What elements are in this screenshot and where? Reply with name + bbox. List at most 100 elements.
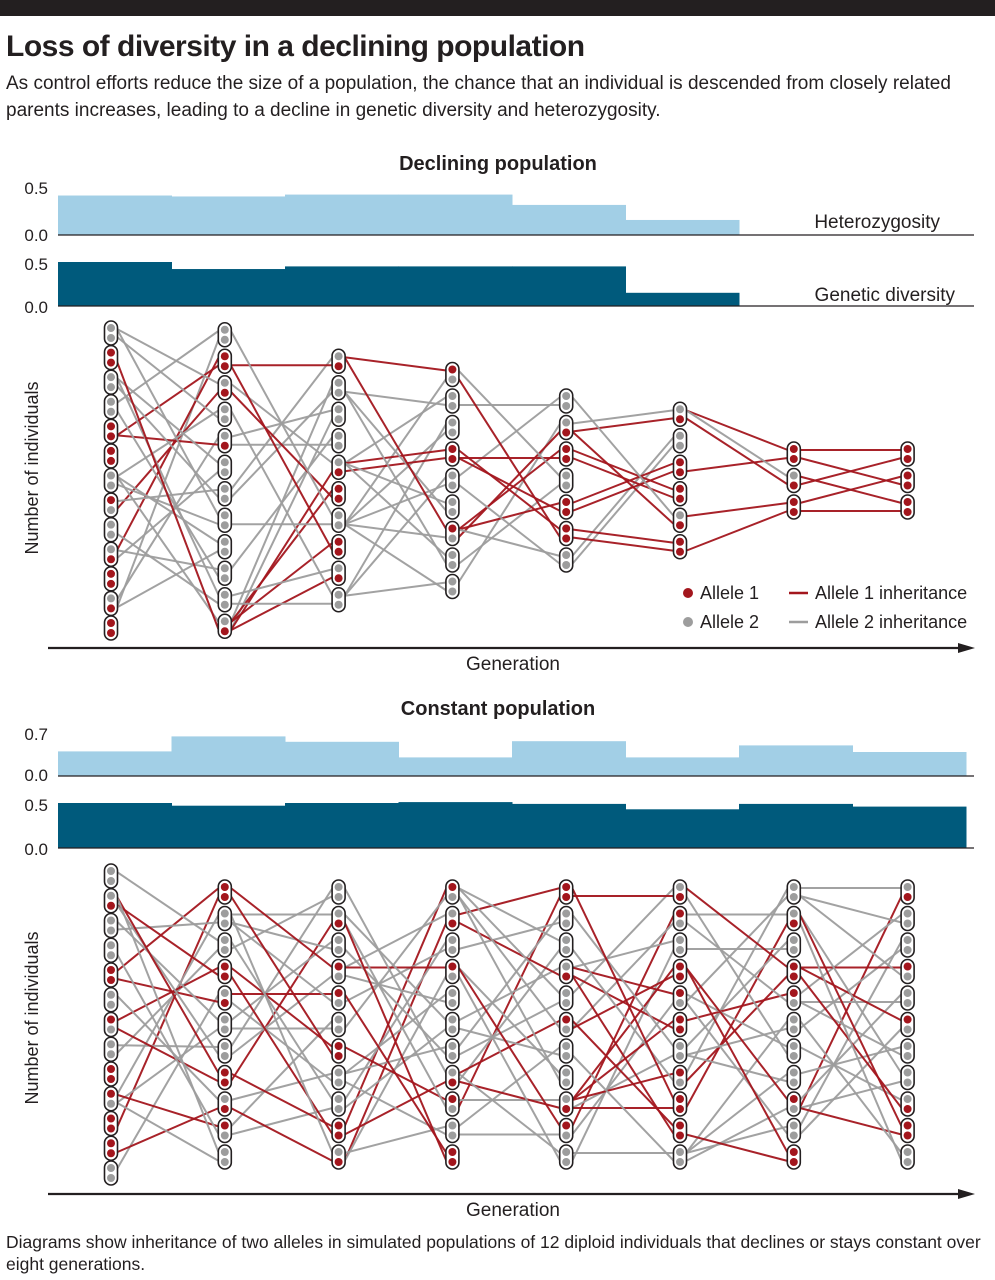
constant-allele-dot [903,883,912,891]
declining-inheritance-line [457,483,561,565]
constant-allele-dot [107,916,115,925]
constant-allele-dot [334,1158,343,1166]
constant-inheritance-line [230,1072,333,1101]
constant-allele-dot [220,972,229,981]
declining-inheritance-line [229,409,334,597]
constant-allele-dot [448,1015,457,1024]
declining-allele-dot [107,471,115,480]
constant-inheritance-line [571,913,675,1048]
constant-allele-dot [789,1131,798,1140]
declining-gd-bar-2 [171,269,286,306]
declining-allele-dot [448,445,457,453]
declining-allele-dot [789,471,798,480]
declining-inheritance-line [116,336,220,420]
page-subtitle: As control efforts reduce the size of a … [6,73,951,121]
constant-allele-dot [334,1025,343,1034]
constant-allele-dot [562,909,571,918]
declining-allele-dot [334,441,343,450]
declining-allele-dot [676,494,684,503]
constant-allele-dot [334,1042,343,1050]
declining-inheritance-line [230,568,333,597]
constant-inheritance-line [343,993,448,1154]
constant-allele-dot [334,1015,343,1024]
constant-inheritance-line [116,1027,220,1104]
declining-inheritance-line [457,449,561,531]
declining-allele-dot [676,521,684,530]
constant-allele-dot [789,893,798,901]
declining-inheritance-line [571,449,675,491]
declining-allele-dot [107,422,115,431]
constant-allele-dot [220,1015,229,1024]
declining-allele-dot [562,508,571,516]
constant-inheritance-line [116,914,220,1096]
constant-het-bar-1 [58,751,172,776]
constant-inheritance-line [799,948,903,1030]
declining-allele-dot [334,547,343,556]
constant-allele-dot [789,1105,798,1113]
constant-allele-dot [903,999,912,1007]
constant-allele-dot [789,1015,798,1024]
constant-allele-dot [107,877,115,885]
declining-links [116,328,902,632]
constant-allele-dot [448,962,457,971]
constant-inheritance-line [571,1072,675,1101]
constant-allele-dot [562,1131,571,1140]
constant-inheritance-line [685,974,789,1083]
constant-inheritance-line [343,922,448,1162]
constant-links [116,871,903,1170]
declining-allele-dot [903,455,912,463]
constant-allele-dot [220,1068,229,1077]
declining-het-ytick-max: 0.5 [24,179,48,198]
declining-inheritance-line [571,470,675,512]
constant-allele-dot [107,1099,115,1108]
constant-allele-dot [448,1042,457,1050]
constant-allele-dot [220,962,229,971]
declining-allele-dot [562,481,571,490]
declining-inheritance-line [571,430,675,525]
constant-inheritance-line [116,1107,220,1154]
constant-allele-dot [107,1000,115,1009]
constant-gd-bar-1 [58,803,172,848]
declining-inheritance-line [116,361,220,631]
declining-allele-dot [220,441,229,450]
constant-inheritance-line [798,914,903,1127]
constant-allele-dot [562,1105,571,1113]
constant-allele-dot [562,1025,571,1034]
constant-allele-dot [220,1131,229,1140]
declining-inheritance-line [457,377,562,539]
constant-allele-dot [107,1065,115,1073]
legend-allele2-line-text: Allele 2 inheritance [815,612,967,632]
constant-inheritance-line [685,1001,789,1136]
constant-allele-dot [220,936,229,944]
constant-allele-dot [676,883,684,891]
top-rule [0,0,995,16]
declining-allele-dot [903,471,912,480]
declining-allele-dot [562,402,571,410]
constant-allele-dot [448,909,457,918]
declining-allele-dot [334,590,343,599]
declining-allele-dot [107,334,115,342]
declining-allele-dot [107,520,115,529]
constant-inheritance-line [685,1125,789,1154]
declining-inheritance-line [685,510,789,552]
declining-allele-dot [334,405,343,414]
constant-allele-dot [334,989,343,997]
constant-inheritance-line [799,895,903,977]
constant-allele-dot [676,1158,684,1166]
declining-allele-dot [220,468,229,477]
declining-allele-dot [448,498,457,506]
declining-allele-dot [220,362,229,371]
constant-inheritance-line [343,887,448,1127]
declining-allele-dot [107,358,115,367]
constant-inheritance-line [457,966,561,1022]
declining-allele-dot [448,471,457,480]
constant-allele-dot [107,951,115,960]
constant-allele-dot [107,926,115,935]
constant-allele-dot [789,989,798,997]
constant-allele-dot [676,919,684,928]
constant-inheritance-line [229,921,334,1083]
constant-inheritance-line [229,914,334,1154]
declining-inheritance-line [458,502,561,531]
declining-allele-dot [448,524,457,533]
declining-inheritance-line [116,483,220,526]
